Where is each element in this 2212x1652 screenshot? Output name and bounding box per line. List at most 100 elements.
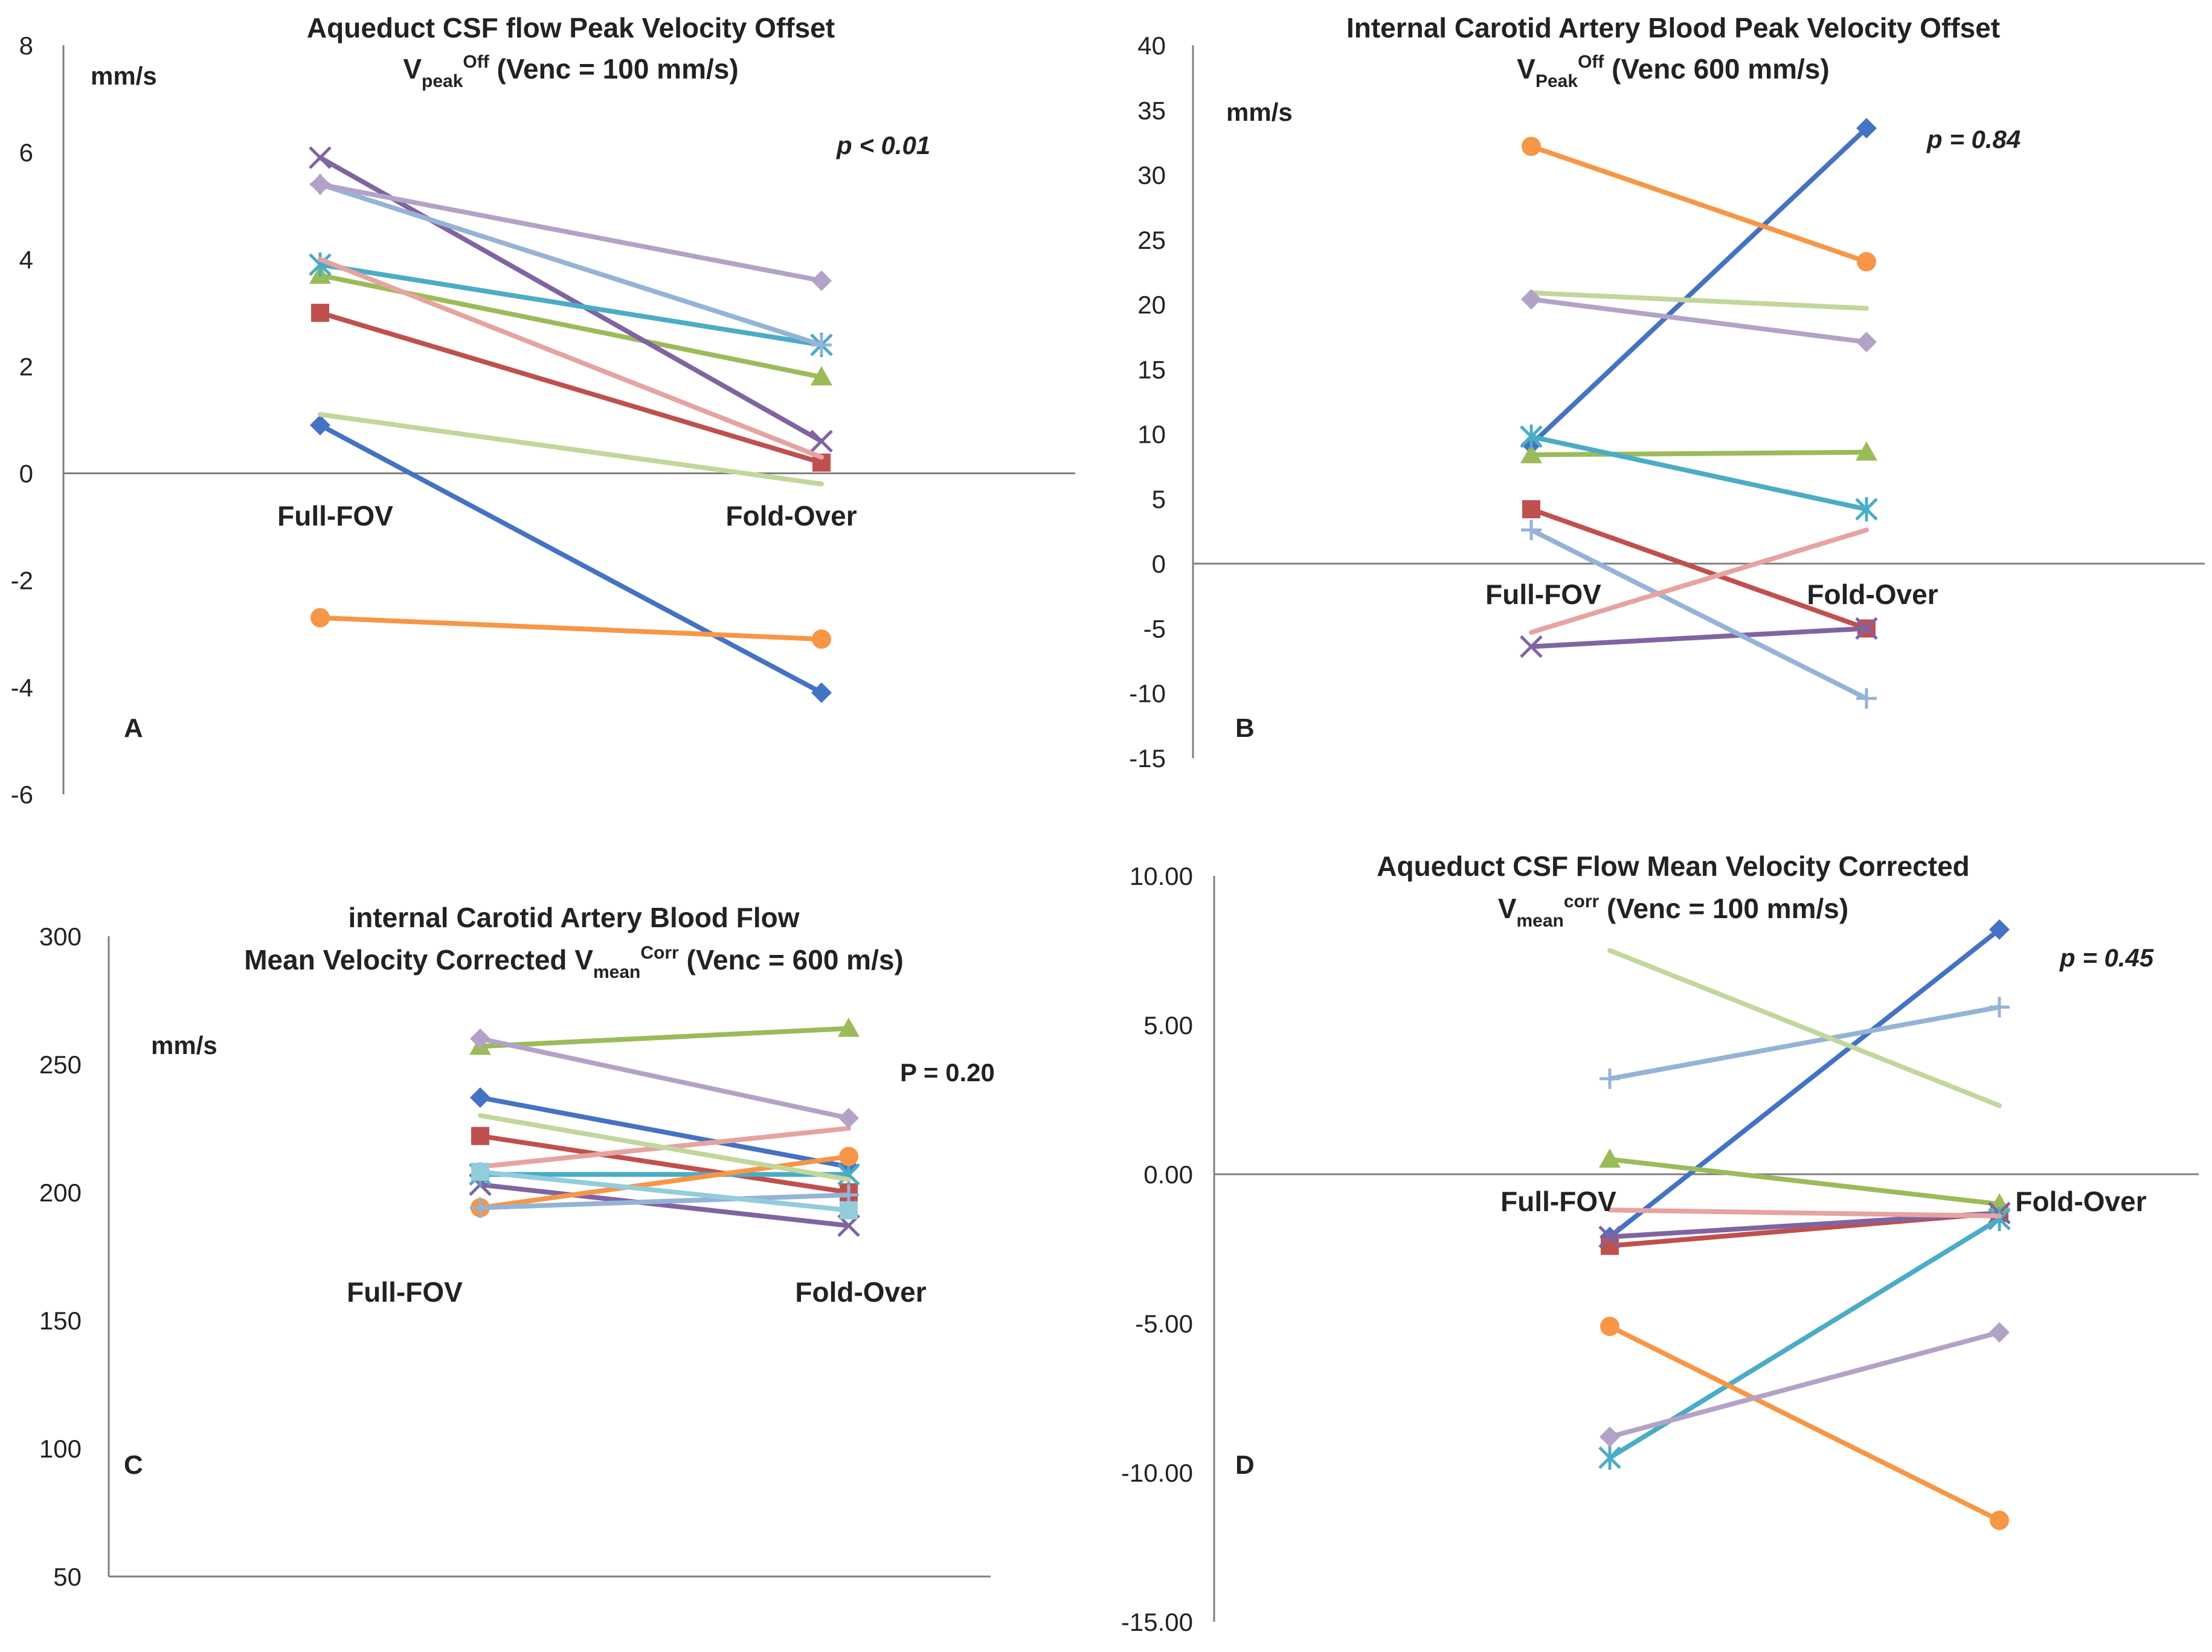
data-point-full-fov [471, 1163, 489, 1181]
series-line [1529, 297, 1869, 345]
y-tick-label: -10.00 [1121, 1459, 1193, 1487]
y-tick-label: 6 [19, 138, 33, 167]
series-subject-10 [310, 174, 832, 291]
series-line [318, 257, 824, 460]
series-line [1529, 527, 1869, 635]
p-value-label: p < 0.01 [836, 131, 930, 159]
data-point-fold-over [812, 629, 831, 649]
y-tick-label: 4 [19, 245, 33, 274]
data-point-full-fov [1601, 1236, 1619, 1255]
data-point-fold-over [840, 1201, 858, 1220]
panel-letter: D [1235, 1450, 1255, 1480]
series-subject-10 [1600, 1322, 2010, 1447]
series-line [478, 1036, 851, 1121]
panel-c: 300 250 200 150 100 50 internal Carotid Artery… [39, 902, 995, 1591]
data-point-full-fov [1600, 1316, 1619, 1336]
data-point-fold-over [1856, 118, 1877, 139]
y-tick-label: 35 [1137, 96, 1166, 124]
y-tick-label: 30 [1137, 161, 1166, 190]
panel-letter: A [124, 713, 143, 743]
y-tick-label: -5 [1143, 614, 1166, 643]
panel-letter: B [1235, 713, 1255, 743]
data-point-full-fov [1521, 289, 1542, 310]
series-subject-1 [1521, 118, 1877, 455]
series-subject-7 [1600, 997, 2010, 1089]
panel-a: 8 6 4 2 0 -2 -4 -6 Aqueduct CSF flow Peak Veloci… [11, 12, 1075, 809]
data-point-full-fov [471, 1127, 489, 1145]
y-tick-label: 200 [39, 1178, 82, 1207]
y-unit-label: mm/s [91, 62, 157, 90]
series-subject-8 [1607, 1207, 2002, 1219]
y-tick-label: 15 [1137, 355, 1166, 384]
series-line [478, 1113, 851, 1182]
y-tick-label: 10.00 [1130, 862, 1193, 890]
data-point-full-fov [470, 1028, 490, 1049]
data-point-fold-over [1857, 252, 1876, 272]
data-point-full-fov [309, 146, 332, 169]
panel-d: 10.00 5.00 0.00 -5.00 -10.00 -15.00 Aqueduct C… [1121, 850, 2199, 1636]
data-point-fold-over [1989, 997, 2010, 1018]
series-line [318, 182, 824, 347]
series-line [478, 1133, 851, 1195]
chart-title-line-2: VPeakOff (Venc 600 mm/s) [1517, 52, 1829, 91]
data-point-full-fov [1522, 500, 1540, 519]
y-tick-label: 20 [1137, 291, 1166, 319]
x-category-label: Full-FOV [277, 500, 393, 532]
data-point-fold-over [1855, 497, 1878, 522]
series-subject-1 [310, 414, 832, 703]
data-point-full-fov [1521, 519, 1542, 541]
data-point-full-fov [1600, 1068, 1620, 1089]
series-line [1529, 434, 1869, 512]
y-tick-label: -15 [1129, 744, 1166, 773]
series-subject-10 [1521, 289, 1877, 353]
data-point-fold-over [1856, 688, 1877, 709]
data-point-full-fov [311, 303, 329, 322]
p-value-label: p = 0.45 [2059, 943, 2154, 972]
y-tick-label: 10 [1137, 420, 1166, 449]
y-tick-label: 8 [19, 31, 33, 60]
y-tick-label: -6 [11, 780, 33, 809]
y-unit-label: mm/s [1226, 98, 1293, 126]
x-category-label: Fold-Over [2015, 1186, 2146, 1217]
data-point-full-fov [1522, 137, 1541, 156]
y-tick-label: 250 [39, 1050, 82, 1079]
series-line [1607, 948, 2002, 1108]
series-line [1529, 449, 1869, 457]
series-subject-9 [1607, 948, 2002, 1108]
data-point-full-fov [1598, 1445, 1621, 1470]
y-tick-label: 5 [1152, 485, 1166, 513]
data-point-full-fov [310, 608, 330, 628]
series-line [478, 1169, 851, 1213]
series-subject-11 [471, 1163, 858, 1220]
data-point-fold-over [839, 1146, 858, 1166]
series-subject-6 [310, 608, 831, 649]
x-category-label: Full-FOV [1485, 579, 1601, 610]
series-line [1529, 507, 1869, 631]
data-point-fold-over [1856, 441, 1877, 461]
series-line [478, 1192, 851, 1210]
p-value-label: P = 0.20 [900, 1058, 995, 1087]
series-subject-2 [311, 303, 831, 472]
series-subject-5 [1598, 1207, 2011, 1470]
y-tick-label: 25 [1137, 226, 1166, 254]
data-point-full-fov [1520, 443, 1542, 463]
x-category-label: Full-FOV [347, 1276, 463, 1308]
x-category-label: Full-FOV [1500, 1186, 1616, 1217]
series-subject-9 [478, 1113, 851, 1182]
series-subject-10 [470, 1028, 859, 1129]
series-subject-3 [1520, 441, 1877, 463]
y-tick-label: 2 [19, 352, 33, 381]
series-line [1529, 126, 1869, 447]
series-line [318, 182, 824, 283]
panel-letter: C [124, 1450, 143, 1480]
series-line [1529, 527, 1869, 701]
y-tick-label: 50 [53, 1563, 82, 1591]
chart-title-line-1: Internal Carotid Artery Blood Peak Veloc… [1346, 12, 2000, 43]
series-subject-4 [309, 146, 833, 453]
data-point-full-fov [309, 252, 332, 277]
data-point-fold-over [811, 682, 832, 703]
data-point-fold-over [838, 1108, 859, 1129]
series-line [1607, 1157, 2002, 1207]
series-line [1607, 1207, 2002, 1219]
